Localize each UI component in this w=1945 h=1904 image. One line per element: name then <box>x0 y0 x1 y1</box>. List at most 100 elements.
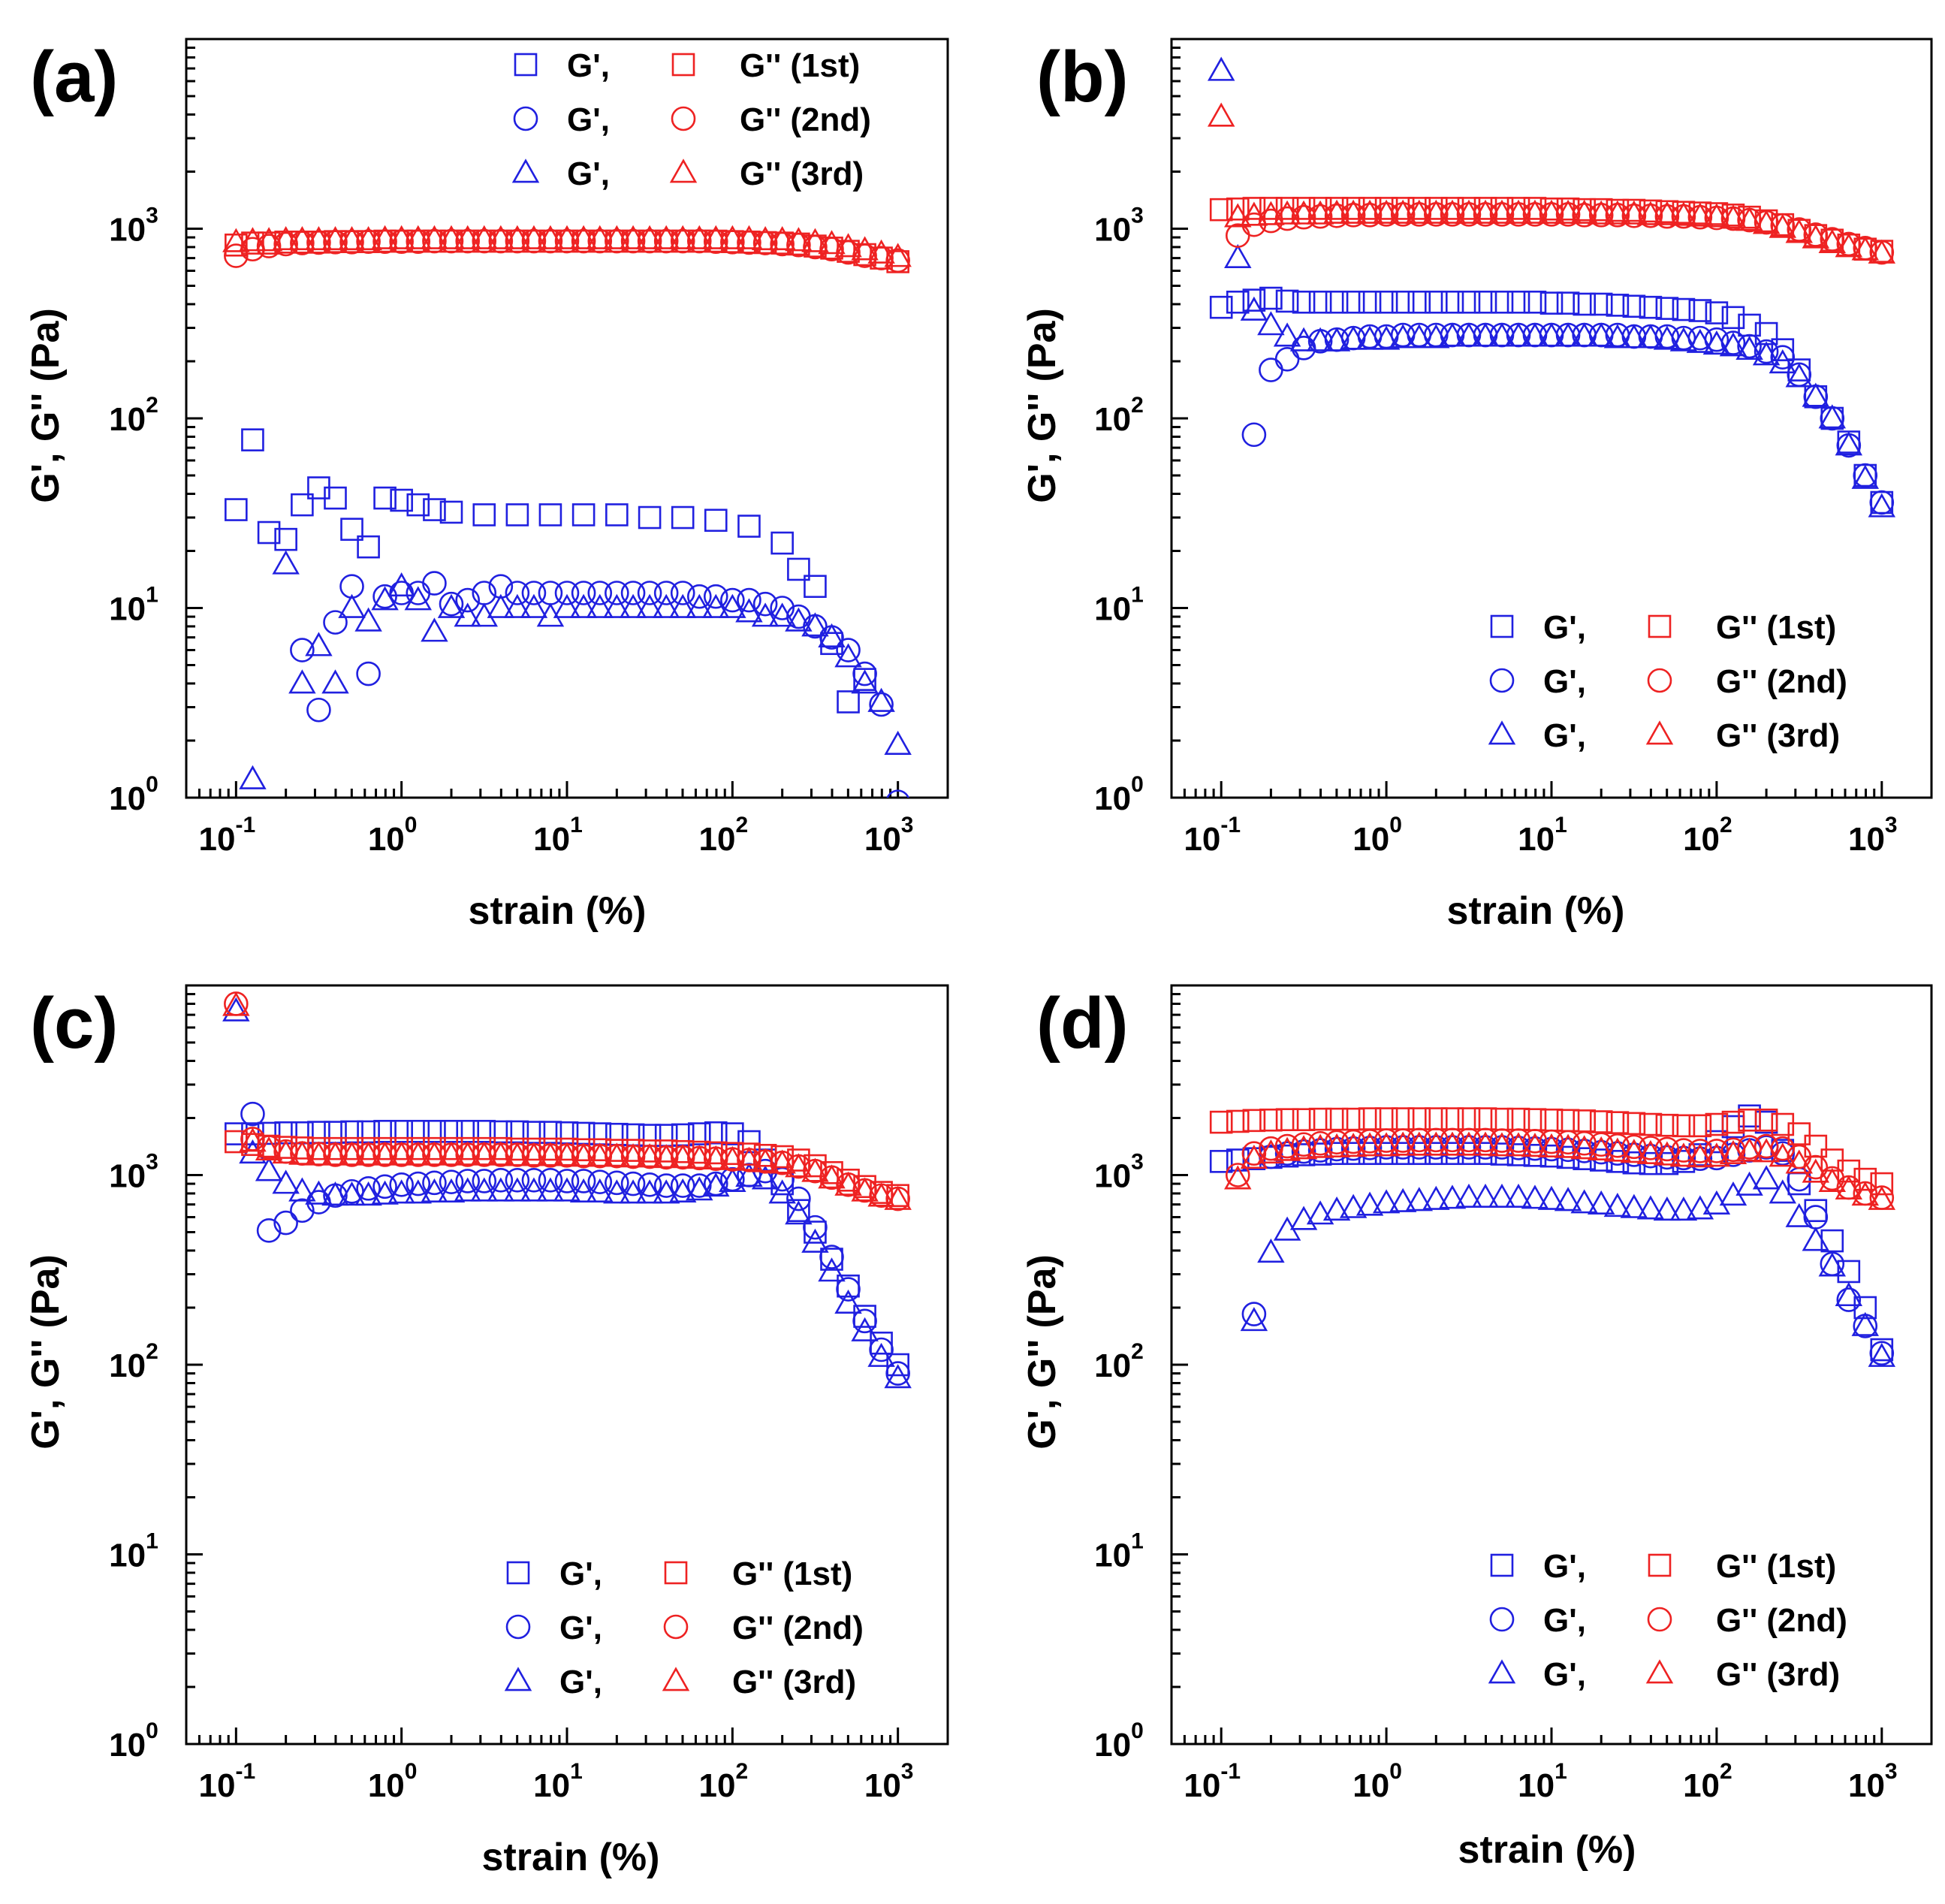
data-point <box>571 228 596 254</box>
data-point <box>356 661 381 686</box>
data-point <box>1456 1135 1482 1160</box>
legend-label-storage: G', <box>559 1555 602 1592</box>
data-point <box>1803 222 1829 247</box>
data-point <box>803 234 828 260</box>
data-point <box>387 225 415 249</box>
data-point <box>770 231 795 257</box>
data-point <box>290 1198 315 1224</box>
data-point <box>786 232 811 258</box>
data-point <box>1603 200 1632 225</box>
data-point <box>1851 236 1880 261</box>
legend-marker-storage <box>506 1561 530 1585</box>
data-point <box>735 598 763 623</box>
data-point <box>1325 290 1349 314</box>
legend-label-loss: G'' (1st) <box>732 1555 852 1592</box>
legend-marker-loss <box>1648 614 1672 638</box>
data-point <box>536 225 565 249</box>
data-point <box>1686 1143 1714 1168</box>
data-point <box>305 226 333 251</box>
data-point <box>569 1178 598 1202</box>
data-point <box>272 1169 300 1194</box>
legend-label-loss: G'' (2nd) <box>1716 663 1847 700</box>
legend-label-loss: G'' (1st) <box>740 47 860 84</box>
data-point <box>867 239 895 264</box>
legend-label-loss: G'' (2nd) <box>740 101 871 138</box>
legend-marker-loss <box>662 1667 690 1691</box>
legend-marker-storage <box>1489 668 1515 693</box>
data-point <box>869 1337 894 1362</box>
data-point <box>439 228 464 254</box>
data-point <box>719 1167 746 1193</box>
data-point <box>571 1169 596 1193</box>
data-point <box>884 1185 912 1210</box>
data-point <box>635 1143 664 1168</box>
data-point <box>1589 292 1613 316</box>
data-point <box>288 226 316 251</box>
data-point <box>637 581 662 605</box>
data-point <box>487 225 515 249</box>
data-point <box>1422 199 1450 224</box>
data-point <box>670 581 695 605</box>
series-loss-triangle <box>222 225 912 267</box>
data-point <box>225 233 248 257</box>
data-point <box>1504 1132 1533 1157</box>
data-point <box>1587 1136 1615 1160</box>
data-point <box>721 1122 744 1145</box>
data-point <box>404 586 433 611</box>
data-point <box>686 1176 713 1201</box>
data-point <box>1455 1183 1483 1208</box>
data-point <box>1771 338 1795 361</box>
data-point <box>702 1172 730 1197</box>
data-point <box>1471 322 1500 347</box>
legend-label-storage: G', <box>1543 663 1586 700</box>
data-point <box>786 1186 811 1211</box>
data-point <box>1869 490 1895 515</box>
data-point <box>1259 286 1283 310</box>
data-point <box>1606 1111 1630 1134</box>
data-point <box>1325 197 1349 220</box>
data-point <box>1240 296 1268 321</box>
data-point <box>603 1142 631 1167</box>
data-point <box>1572 1139 1597 1163</box>
data-point <box>1570 1189 1598 1214</box>
data-point <box>735 225 763 249</box>
data-point <box>306 697 331 723</box>
data-point <box>1539 1129 1564 1154</box>
legend-marker-storage <box>514 53 538 77</box>
data-point <box>1869 1341 1895 1365</box>
legend-marker-storage <box>1488 1659 1516 1684</box>
data-point <box>1275 289 1299 313</box>
data-point <box>884 1364 912 1389</box>
data-point <box>704 508 728 533</box>
data-point <box>1721 306 1745 330</box>
data-point <box>357 535 380 559</box>
data-point <box>1438 1131 1467 1156</box>
data-point <box>785 1200 813 1225</box>
legend-label-loss: G'' (3rd) <box>1716 717 1840 754</box>
data-point <box>1240 1144 1268 1169</box>
data-point <box>686 593 713 618</box>
data-point <box>620 228 646 254</box>
data-point <box>785 227 813 252</box>
data-point <box>1554 1133 1582 1158</box>
data-point <box>553 1177 581 1202</box>
data-point <box>653 228 679 254</box>
data-point <box>273 1210 298 1236</box>
data-point <box>671 505 695 530</box>
data-point <box>587 228 613 254</box>
data-point <box>422 571 447 596</box>
data-point <box>354 226 382 251</box>
data-point <box>222 997 250 1021</box>
data-point <box>1636 324 1665 349</box>
data-point <box>1654 204 1680 229</box>
data-point <box>586 225 614 249</box>
data-point <box>371 586 399 611</box>
data-point <box>1355 1191 1384 1216</box>
data-point <box>1339 1133 1368 1157</box>
data-point <box>389 229 414 254</box>
data-point <box>1537 1185 1566 1210</box>
data-point <box>1653 201 1681 225</box>
data-point <box>1702 330 1731 355</box>
data-point <box>1554 1187 1582 1211</box>
legend-label-storage: G', <box>559 1610 602 1646</box>
